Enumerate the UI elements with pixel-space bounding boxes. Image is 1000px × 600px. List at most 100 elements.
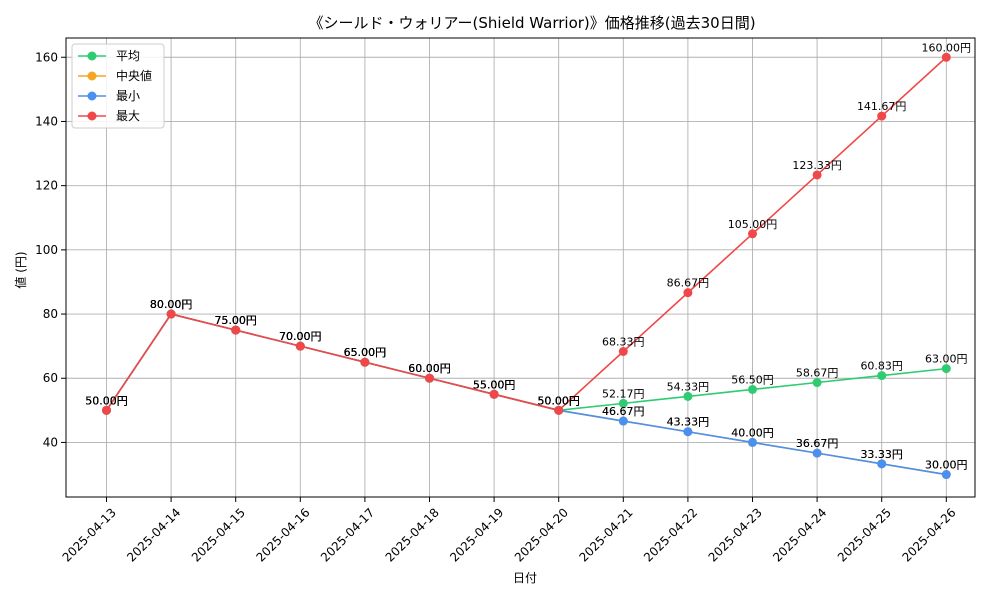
- legend-label: 中央値: [116, 68, 152, 83]
- data-point: [683, 427, 693, 437]
- data-point: [941, 52, 951, 62]
- data-label: 33.33円: [860, 448, 903, 461]
- data-point: [360, 357, 370, 367]
- data-label: 75.00円: [214, 314, 257, 327]
- y-tick-label: 140: [35, 114, 58, 128]
- data-label: 60.83円: [860, 360, 903, 373]
- data-label: 105.00円: [728, 218, 778, 231]
- x-tick-label: 2025-04-20: [512, 505, 571, 564]
- data-label: 65.00円: [344, 346, 387, 359]
- data-label: 50.00円: [85, 394, 128, 407]
- data-label: 46.67円: [602, 405, 645, 418]
- data-label: 50.00円: [537, 394, 580, 407]
- x-tick-label: 2025-04-15: [189, 505, 248, 564]
- data-label: 50.00円: [537, 394, 580, 407]
- data-point: [877, 371, 887, 381]
- data-point: [683, 288, 693, 298]
- data-point: [748, 437, 757, 447]
- data-point: [554, 405, 564, 415]
- legend-marker: [87, 111, 97, 121]
- y-tick-label: 60: [43, 371, 58, 385]
- data-label: 50.00円: [85, 394, 128, 407]
- x-tick-label: 2025-04-23: [706, 505, 765, 564]
- data-label: 46.67円: [602, 405, 645, 418]
- data-label: 80.00円: [150, 298, 193, 311]
- data-label: 70.00円: [279, 330, 322, 343]
- data-label: 60.00円: [408, 362, 451, 375]
- data-label: 30.00円: [925, 459, 968, 472]
- x-tick-label: 2025-04-14: [124, 505, 183, 564]
- data-label: 60.00円: [408, 362, 451, 375]
- series-lines: [102, 52, 951, 480]
- data-label: 30.00円: [925, 459, 968, 472]
- data-label: 40.00円: [731, 426, 774, 439]
- data-point: [748, 229, 757, 239]
- data-label: 160.00円: [922, 41, 972, 54]
- series-line: [105, 56, 947, 412]
- data-label: 56.50円: [731, 373, 774, 386]
- data-label: 52.17円: [602, 387, 645, 400]
- x-tick-label: 2025-04-26: [899, 505, 958, 564]
- x-tick-label: 2025-04-22: [641, 505, 700, 564]
- y-axis-label: 値 (円): [13, 251, 28, 288]
- data-label: 33.33円: [860, 448, 903, 461]
- data-label: 80.00円: [150, 298, 193, 311]
- data-point: [748, 384, 757, 394]
- data-label: 80.00円: [150, 298, 193, 311]
- data-point: [618, 398, 628, 408]
- legend-marker: [87, 51, 97, 61]
- data-label: 75.00円: [214, 314, 257, 327]
- x-tick-label: 2025-04-16: [253, 505, 312, 564]
- data-label: 58.67円: [796, 367, 839, 380]
- data-label: 75.00円: [214, 314, 257, 327]
- data-label: 80.00円: [150, 298, 193, 311]
- data-label: 70.00円: [279, 330, 322, 343]
- data-label: 55.00円: [473, 378, 516, 391]
- data-label: 40.00円: [731, 426, 774, 439]
- data-point: [877, 111, 887, 121]
- y-tick-label: 160: [35, 50, 58, 64]
- data-label: 86.67円: [667, 277, 710, 290]
- data-point: [425, 373, 434, 383]
- data-label: 68.33円: [602, 336, 645, 349]
- data-point: [489, 389, 499, 399]
- data-label: 43.33円: [667, 416, 710, 429]
- x-tick-label: 2025-04-19: [447, 505, 506, 564]
- x-tick-label: 2025-04-18: [383, 505, 442, 564]
- data-label: 54.33円: [667, 380, 710, 393]
- data-label: 65.00円: [344, 346, 387, 359]
- x-tick-label: 2025-04-25: [835, 505, 894, 564]
- data-label: 55.00円: [473, 378, 516, 391]
- legend-label: 最小: [116, 89, 140, 103]
- x-tick-label: 2025-04-24: [770, 505, 829, 564]
- y-tick-label: 40: [43, 435, 58, 449]
- data-label: 55.00円: [473, 378, 516, 391]
- y-tick-label: 120: [35, 179, 58, 193]
- data-point: [812, 448, 822, 458]
- data-label: 50.00円: [85, 394, 128, 407]
- data-label: 70.00円: [279, 330, 322, 343]
- grid: [66, 38, 975, 497]
- data-label: 55.00円: [473, 378, 516, 391]
- data-label: 70.00円: [279, 330, 322, 343]
- data-point: [941, 470, 951, 480]
- legend-label: 平均: [116, 49, 140, 63]
- data-label: 60.00円: [408, 362, 451, 375]
- data-labels: 50.00円 80.00円 75.00円 70.00円 65.00円 60.00円 55.0…: [85, 41, 971, 471]
- data-label: 50.00円: [537, 394, 580, 407]
- data-point: [618, 347, 628, 357]
- data-point: [812, 170, 822, 180]
- y-tick-label: 100: [35, 243, 58, 257]
- data-point: [618, 416, 628, 426]
- data-label: 63.00円: [925, 353, 968, 366]
- data-label: 141.67円: [857, 100, 907, 113]
- data-point: [812, 378, 822, 388]
- x-axis-label: 日付: [513, 571, 537, 585]
- data-point: [877, 459, 887, 469]
- data-label: 36.67円: [796, 437, 839, 450]
- legend-label: 最大: [116, 109, 140, 123]
- data-label: 43.33円: [667, 416, 710, 429]
- plot-area: [65, 37, 976, 498]
- y-tick-label: 80: [43, 307, 58, 321]
